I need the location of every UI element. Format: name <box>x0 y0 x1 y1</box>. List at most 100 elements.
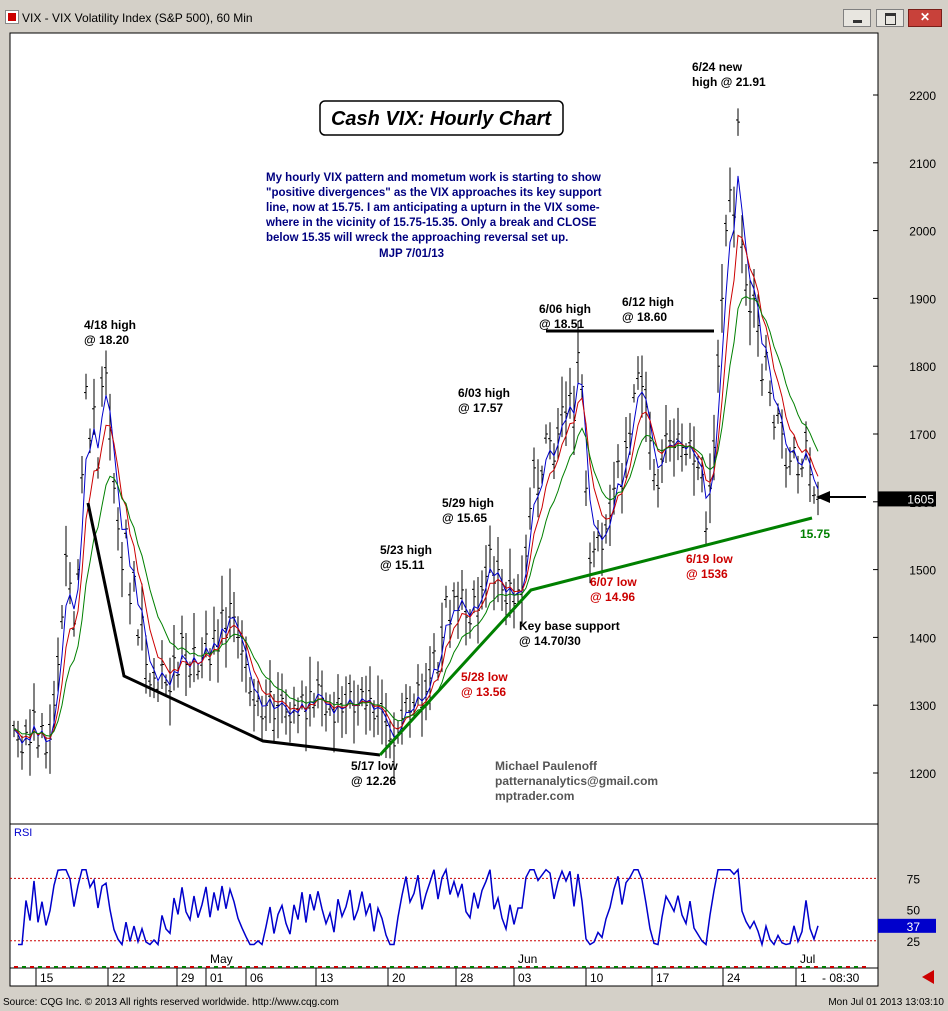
session-marker <box>270 966 274 968</box>
session-marker <box>798 966 802 968</box>
x-tick-label: 28 <box>460 971 474 985</box>
annotation-text: 6/03 high <box>458 386 510 400</box>
y-tick-label: 2000 <box>909 225 936 239</box>
y-tick-label: 2200 <box>909 89 936 103</box>
session-marker <box>726 966 730 968</box>
time-axis-labels: 15 22 29 01 06 13 20 28 03 10 17 24 1 May Jun Jul - 08:3… <box>14 952 866 986</box>
session-marker <box>614 966 618 968</box>
session-marker <box>454 966 458 968</box>
session-marker <box>518 966 522 968</box>
annotation: 5/23 high@ 15.11 <box>380 543 432 572</box>
session-marker <box>38 966 42 968</box>
session-marker <box>174 966 178 968</box>
y-tick-label: 1500 <box>909 564 936 578</box>
credits: Michael Paulenoff patternanalytics@gmail… <box>495 759 658 803</box>
session-marker <box>622 966 626 968</box>
session-marker <box>70 966 74 968</box>
session-marker <box>302 966 306 968</box>
support-line <box>378 516 813 757</box>
annotation-text: 5/23 high <box>380 543 432 557</box>
price-series <box>12 108 820 780</box>
annotation: 5/28 low@ 13.56 <box>461 670 508 699</box>
session-marker <box>158 966 162 968</box>
session-marker <box>78 966 82 968</box>
session-marker <box>814 966 818 968</box>
annotation-text: @ 15.65 <box>442 511 487 525</box>
session-marker <box>246 966 250 968</box>
session-marker <box>182 966 186 968</box>
session-marker <box>486 966 490 968</box>
app-icon <box>5 10 19 24</box>
y-tick-label: 1400 <box>909 631 936 645</box>
session-marker <box>694 966 698 968</box>
session-marker <box>318 966 322 968</box>
session-marker <box>238 966 242 968</box>
chart-title: Cash VIX: Hourly Chart <box>331 108 552 130</box>
x-tick-label: 20 <box>392 971 406 985</box>
annotation: 6/07 low@ 14.96 <box>590 575 637 604</box>
minimize-button[interactable] <box>843 9 871 27</box>
session-marker <box>406 966 410 968</box>
session-marker <box>462 966 466 968</box>
session-marker <box>582 966 586 968</box>
session-marker <box>134 966 138 968</box>
x-tick-label: 17 <box>656 971 670 985</box>
month-label: May <box>210 952 233 966</box>
footer-source: Source: CQG Inc. © 2013 All rights reser… <box>3 997 339 1008</box>
annotations: 4/18 high@ 18.20 6/06 high@ 18.51 6/12 hig… <box>84 60 830 788</box>
session-marker <box>198 966 202 968</box>
annotation-text: @ 17.57 <box>458 401 503 415</box>
session-marker <box>326 966 330 968</box>
session-marker <box>342 966 346 968</box>
annotation-text: 6/12 high <box>622 295 674 309</box>
session-marker <box>494 966 498 968</box>
time-axis <box>9 967 879 987</box>
annotation-text: Key base support <box>519 619 620 633</box>
session-marker <box>590 966 594 968</box>
session-marker <box>350 966 354 968</box>
annotation: 5/17 low@ 12.26 <box>351 759 398 788</box>
credit-email: patternanalytics@gmail.com <box>495 774 658 788</box>
session-marker <box>734 966 738 968</box>
rsi-line <box>18 867 819 948</box>
scroll-arrow-icon[interactable] <box>917 966 937 984</box>
annotation-text: 6/07 low <box>590 575 637 589</box>
maximize-button[interactable] <box>876 9 904 27</box>
session-marker <box>566 966 570 968</box>
x-tick-label: 03 <box>518 971 532 985</box>
window-titlebar: VIX - VIX Volatility Index (S&P 500), 60… <box>0 0 948 36</box>
session-marker <box>822 966 826 968</box>
session-marker <box>230 966 234 968</box>
session-marker <box>542 966 546 968</box>
commentary-line-5: below 15.35 will wreck the approaching r… <box>266 232 568 244</box>
ma-slow <box>13 295 819 737</box>
session-marker <box>758 966 762 968</box>
close-button[interactable] <box>908 9 942 27</box>
x-tick-label: 13 <box>320 971 334 985</box>
annotation: 4/18 high@ 18.20 <box>84 318 136 347</box>
annotation: 6/03 high@ 17.57 <box>458 386 510 415</box>
ma-medium <box>13 234 819 739</box>
session-marker <box>358 966 362 968</box>
title-box: Cash VIX: Hourly Chart <box>319 100 564 136</box>
session-marker <box>686 966 690 968</box>
x-tick-label: 06 <box>250 971 264 985</box>
session-marker <box>598 966 602 968</box>
session-marker <box>222 966 226 968</box>
y-tick-label: 1300 <box>909 699 936 713</box>
time-label: - 08:30 <box>822 971 860 985</box>
session-marker <box>398 966 402 968</box>
annotation-text: @ 13.56 <box>461 685 506 699</box>
session-marker <box>854 966 858 968</box>
session-marker <box>414 966 418 968</box>
annotation-text: high @ 21.91 <box>692 75 766 89</box>
y-tick-label: 1900 <box>909 292 936 306</box>
session-marker <box>94 966 98 968</box>
session-marker <box>102 966 106 968</box>
session-marker <box>774 966 778 968</box>
session-marker <box>446 966 450 968</box>
x-tick-label: 15 <box>40 971 54 985</box>
session-marker <box>718 966 722 968</box>
commentary-line-4: where in the vicinity of 15.75-15.35. On… <box>265 217 597 229</box>
